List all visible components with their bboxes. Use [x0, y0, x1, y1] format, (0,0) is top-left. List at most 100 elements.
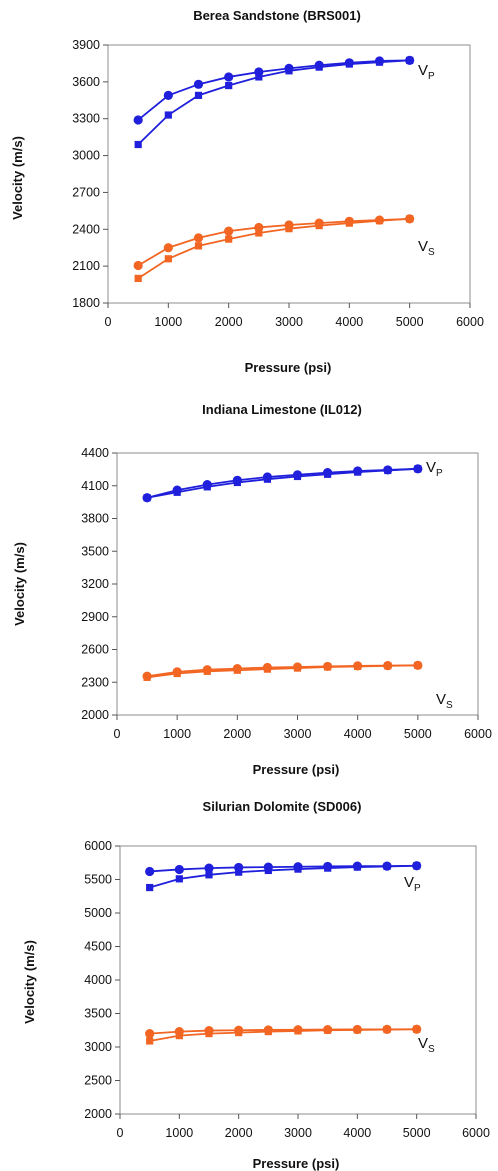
y-tick-label: 1800 [72, 296, 100, 310]
x-tick-label: 6000 [462, 1126, 490, 1140]
data-point-vs [264, 1027, 272, 1036]
x-tick-label: 6000 [456, 315, 484, 329]
data-point-vp [205, 871, 213, 879]
data-point-vs [315, 222, 323, 230]
data-point-vs [255, 229, 263, 237]
data-point-vp [193, 79, 204, 89]
data-point-vp [174, 864, 184, 875]
series-annotation-vs: VS [418, 238, 435, 258]
data-point-vs [203, 667, 211, 675]
y-tick-label: 2100 [72, 259, 100, 273]
data-point-vs [413, 1025, 421, 1033]
y-tick-label: 3900 [72, 38, 100, 52]
data-point-vp [224, 72, 234, 82]
data-point-vs [194, 242, 203, 250]
data-point-vs [143, 673, 151, 681]
y-tick-label: 3000 [72, 149, 100, 163]
data-point-vs [263, 665, 272, 673]
data-point-vp [293, 472, 302, 481]
data-point-vs [345, 219, 353, 227]
series-annotation-vp: VP [426, 459, 443, 479]
data-point-vs [294, 1027, 302, 1035]
x-tick-label: 4000 [343, 1126, 371, 1140]
data-point-vp [225, 81, 233, 90]
data-point-vp [255, 73, 263, 81]
data-point-vp [263, 475, 272, 483]
x-tick-label: 1000 [165, 1126, 193, 1140]
data-point-vs [146, 1037, 154, 1045]
y-axis-label: Velocity (m/s) [22, 940, 37, 1024]
y-tick-label: 5000 [84, 906, 112, 920]
x-tick-label: 1000 [154, 315, 182, 329]
x-tick-label: 3000 [275, 315, 303, 329]
x-tick-label: 0 [114, 727, 121, 741]
y-tick-label: 5500 [84, 873, 112, 887]
x-tick-label: 5000 [403, 1126, 431, 1140]
data-point-vs [145, 1029, 155, 1039]
data-point-vp [354, 468, 362, 476]
y-tick-label: 2700 [72, 185, 100, 199]
data-point-vp [353, 863, 361, 871]
y-tick-label: 6000 [84, 839, 112, 853]
chart-title: Indiana Limestone (IL012) [202, 402, 362, 417]
y-tick-label: 2500 [84, 1074, 112, 1088]
chart-svg: Silurian Dolomite (SD006) Velocity (m/s)… [22, 799, 490, 1171]
data-point-vs [375, 217, 384, 225]
series-line-vp-circle [137, 59, 410, 121]
data-point-vs [205, 1030, 213, 1038]
x-tick-label: 2000 [215, 315, 243, 329]
data-point-vp [175, 875, 183, 883]
data-point-vs [173, 669, 181, 678]
series-line-vs-square [146, 664, 418, 679]
plot-area [107, 44, 471, 304]
data-point-vp [235, 868, 243, 876]
y-tick-label: 2000 [84, 1107, 112, 1121]
series-line-vp-square [149, 864, 417, 889]
series-line-vs-circle [137, 217, 410, 267]
data-point-vs [354, 662, 362, 671]
y-tick-label: 3000 [84, 1040, 112, 1054]
data-point-vp [143, 494, 151, 502]
data-point-vp [294, 865, 302, 873]
x-tick-label: 0 [105, 315, 112, 329]
data-point-vp [413, 862, 421, 870]
data-point-vp [315, 63, 323, 71]
data-point-vp [383, 862, 391, 871]
data-point-vp [323, 470, 332, 478]
data-point-vs [224, 226, 234, 236]
data-point-vp [345, 60, 353, 68]
series-line-vp-circle [146, 467, 418, 499]
data-point-vp [233, 478, 241, 487]
data-point-vp [173, 488, 181, 496]
data-point-vp [194, 91, 203, 99]
chart-title: Silurian Dolomite (SD006) [203, 799, 362, 814]
y-tick-label: 3500 [81, 544, 109, 558]
data-point-vs [175, 1032, 183, 1040]
data-point-vp [203, 483, 211, 491]
chart-indiana-limestone: Indiana Limestone (IL012) Velocity (m/s)… [0, 380, 498, 777]
data-point-vp [146, 883, 154, 892]
data-point-vp [384, 466, 392, 475]
data-point-vp [324, 864, 332, 872]
data-point-vs [133, 260, 143, 271]
data-point-vp [145, 866, 155, 877]
chart-berea-sandstone: Berea Sandstone (BRS001) Velocity (m/s) … [0, 0, 498, 380]
y-tick-label: 4400 [81, 446, 109, 460]
x-tick-label: 5000 [396, 315, 424, 329]
x-axis-label: Pressure (psi) [253, 1156, 340, 1171]
x-tick-label: 5000 [404, 727, 432, 741]
data-point-vs [324, 1026, 332, 1034]
data-point-vp [414, 465, 422, 473]
chart-silurian-dolomite: Silurian Dolomite (SD006) Velocity (m/s)… [0, 772, 498, 1171]
data-point-vs [225, 235, 233, 243]
data-point-vs [383, 1025, 391, 1034]
plot-area [119, 845, 477, 1115]
data-point-vs [384, 662, 392, 670]
x-axis-label: Pressure (psi) [253, 762, 340, 777]
y-tick-label: 4000 [84, 973, 112, 987]
chart-svg: Indiana Limestone (IL012) Velocity (m/s)… [12, 402, 492, 777]
data-point-vs [323, 663, 332, 671]
data-point-vp [163, 90, 173, 100]
x-tick-label: 4000 [335, 315, 363, 329]
data-point-vs [134, 274, 142, 283]
